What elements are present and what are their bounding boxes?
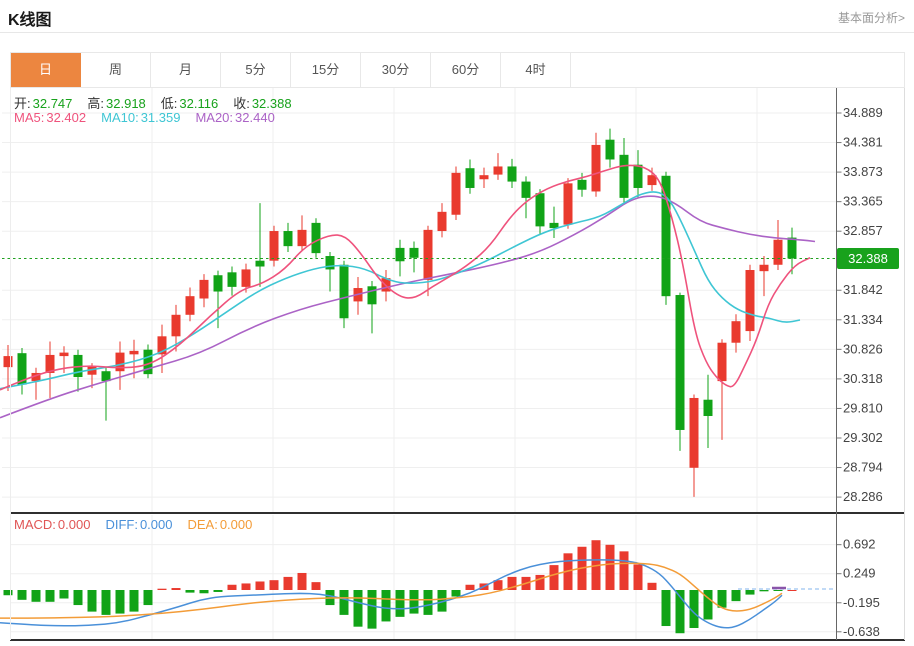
svg-text:32.857: 32.857 [843, 223, 883, 238]
legend-item: MA5: 32.402 [14, 110, 87, 125]
tabbar-filler [571, 53, 904, 87]
svg-text:33.365: 33.365 [843, 194, 883, 209]
svg-text:29.302: 29.302 [843, 430, 883, 445]
period-tab-4[interactable]: 15分 [291, 53, 361, 87]
ma-line-ma20 [0, 195, 816, 419]
panel-borders [10, 87, 905, 641]
svg-text:31.334: 31.334 [843, 312, 883, 327]
ma-legend: MA5: 32.402 MA10: 31.359 MA20: 32.440 [14, 110, 290, 125]
legend-item: DIFF: 0.000 [105, 517, 173, 532]
period-tab-3[interactable]: 5分 [221, 53, 291, 87]
svg-text:30.826: 30.826 [843, 341, 883, 356]
page-title: K线图 [8, 12, 52, 29]
legend-item: MA20: 32.440 [195, 110, 275, 125]
macd-legend: MACD: 0.000 DIFF: 0.000 DEA: 0.000 [14, 517, 267, 532]
legend-item: MA10: 31.359 [101, 110, 181, 125]
svg-text:28.794: 28.794 [843, 460, 883, 475]
legend-item: 开: 32.747 [14, 96, 73, 111]
legend-item: 收: 32.388 [233, 96, 292, 111]
macd-lines [0, 559, 783, 629]
macd-line-dea [0, 562, 783, 619]
legend-item: DEA: 0.000 [187, 517, 253, 532]
period-tab-1[interactable]: 周 [81, 53, 151, 87]
legend-item: 低: 32.116 [160, 96, 219, 111]
svg-text:34.889: 34.889 [843, 105, 883, 120]
svg-text:29.810: 29.810 [843, 400, 883, 415]
svg-text:28.286: 28.286 [843, 489, 883, 504]
svg-text:30.318: 30.318 [843, 371, 883, 386]
legend-item: MACD: 0.000 [14, 517, 91, 532]
fundamental-analysis-link[interactable]: 基本面分析> [837, 11, 905, 25]
period-tab-7[interactable]: 4时 [501, 53, 571, 87]
svg-text:31.842: 31.842 [843, 282, 883, 297]
svg-text:0.692: 0.692 [843, 537, 876, 552]
ma-lines [0, 164, 816, 419]
ma-line-ma5 [0, 164, 811, 391]
y-axis-main: 34.889 34.381 33.873 33.365 32.857 31.842 31.3… [836, 105, 883, 504]
ma-line-ma10 [0, 191, 801, 390]
period-tabbar: 日周月 5分 15分 30分 60分 4时 [10, 52, 905, 88]
ohlc-legend: 开: 32.747 高: 32.918 低: 32.116 收: 32.388 [14, 93, 307, 112]
header-divider [0, 32, 914, 33]
current-price-label: 32.388 [848, 251, 888, 266]
period-tab-0[interactable]: 日 [11, 53, 81, 87]
svg-text:-0.638: -0.638 [843, 624, 880, 639]
period-tab-2[interactable]: 月 [151, 53, 221, 87]
svg-text:0.249: 0.249 [843, 566, 876, 581]
svg-text:33.873: 33.873 [843, 164, 883, 179]
legend-item: 高: 32.918 [87, 96, 146, 111]
candlestick-series [3, 128, 797, 497]
current-price: 32.388 [2, 247, 899, 269]
current-price-badge [837, 247, 899, 269]
svg-text:-0.195: -0.195 [843, 595, 880, 610]
macd-line-diff [0, 559, 783, 629]
grid [2, 88, 837, 640]
svg-text:34.381: 34.381 [843, 135, 883, 150]
macd-histogram [3, 540, 837, 634]
y-axis-macd: 0.692 0.249 -0.195 -0.638 [836, 537, 880, 639]
period-tab-5[interactable]: 30分 [361, 53, 431, 87]
period-tab-6[interactable]: 60分 [431, 53, 501, 87]
